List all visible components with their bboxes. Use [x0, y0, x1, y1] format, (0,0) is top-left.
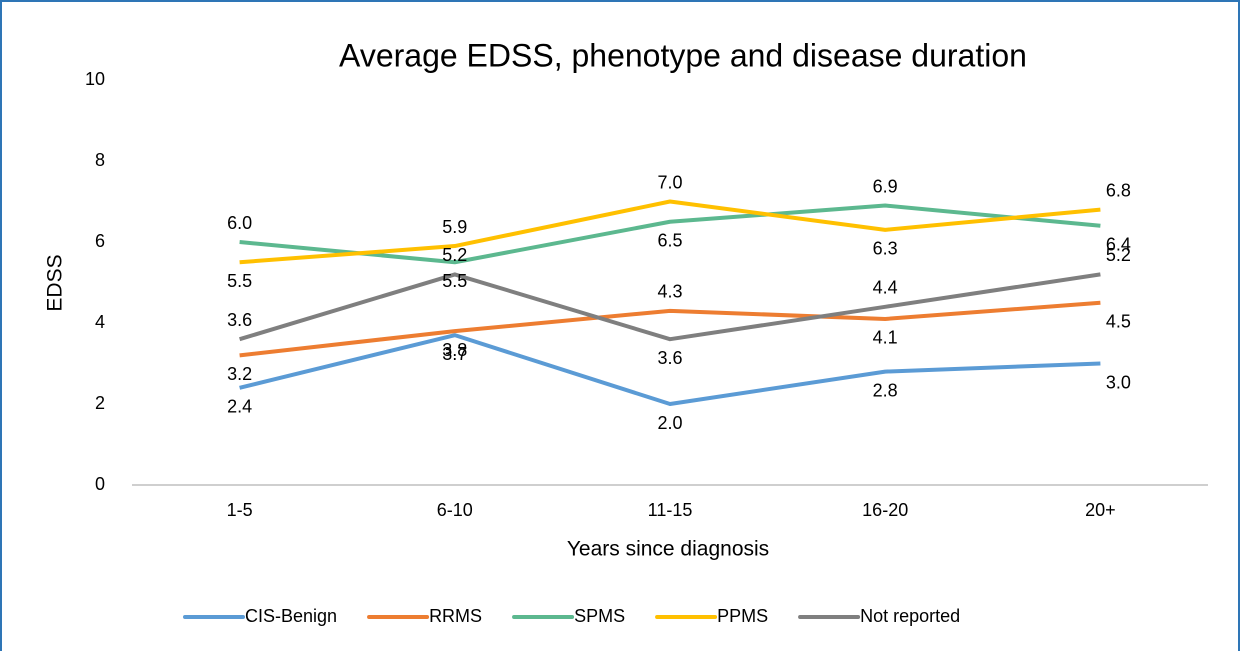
data-label: 3.8	[442, 340, 467, 360]
data-label: 6.5	[657, 231, 682, 251]
data-label: 6.9	[873, 176, 898, 196]
data-label: 5.5	[442, 271, 467, 291]
y-tick-label: 0	[95, 474, 105, 494]
data-label: 6.4	[1106, 235, 1131, 255]
data-label: 5.2	[1106, 245, 1131, 265]
series-line	[239, 203, 1101, 265]
legend-label: Not reported	[860, 606, 960, 626]
data-label: 5.9	[442, 217, 467, 237]
y-tick-label: 4	[95, 312, 105, 332]
data-label: 4.4	[873, 278, 898, 298]
data-label: 2.8	[873, 380, 898, 400]
y-tick-label: 2	[95, 393, 105, 413]
data-label: 4.1	[873, 328, 898, 348]
data-label: 2.4	[227, 397, 252, 417]
data-label: 3.7	[442, 344, 467, 364]
y-tick-label: 8	[95, 150, 105, 170]
legend-label: SPMS	[574, 606, 625, 626]
data-label: 7.0	[657, 172, 682, 192]
data-label: 6.3	[873, 239, 898, 259]
series-line	[239, 300, 1101, 358]
legend-label: PPMS	[717, 606, 768, 626]
data-label: 4.5	[1106, 312, 1131, 332]
data-label: 6.0	[227, 213, 252, 233]
x-tick-label: 11-15	[648, 500, 693, 520]
data-label: 4.3	[657, 282, 682, 302]
data-label: 6.8	[1106, 180, 1131, 200]
x-tick-label: 1-5	[227, 500, 253, 520]
series-line	[239, 333, 1101, 406]
series-line	[239, 199, 1101, 265]
data-label: 3.6	[227, 310, 252, 330]
x-tick-label: 6-10	[437, 500, 473, 520]
data-label: 3.6	[657, 348, 682, 368]
data-label: 5.5	[227, 271, 252, 291]
data-label: 3.0	[1106, 372, 1131, 392]
x-tick-label: 16-20	[862, 500, 908, 520]
x-axis-title: Years since diagnosis	[567, 538, 769, 561]
y-tick-label: 10	[85, 69, 105, 89]
legend-label: RRMS	[429, 606, 482, 626]
data-label: 5.2	[442, 245, 467, 265]
data-label: 2.0	[657, 413, 682, 433]
x-tick-label: 20+	[1085, 500, 1116, 520]
legend-label: CIS-Benign	[245, 606, 337, 626]
y-tick-label: 6	[95, 231, 105, 251]
chart-title: Average EDSS, phenotype and disease dura…	[339, 37, 1027, 73]
series-line	[239, 272, 1101, 342]
y-axis-title: EDSS	[44, 254, 67, 311]
data-label: 3.2	[227, 364, 252, 384]
